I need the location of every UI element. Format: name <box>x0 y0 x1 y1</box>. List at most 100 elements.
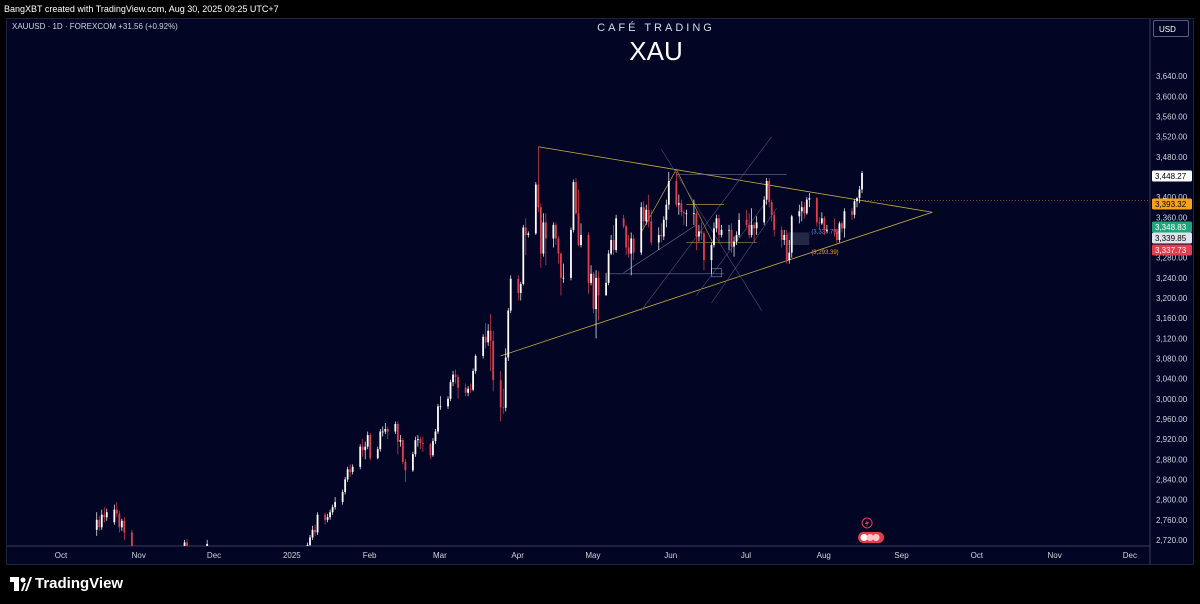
candlestick-chart[interactable]: (3,333.73) (3,293.39) 3,640.00 3,600.00 3,5… <box>7 19 1193 564</box>
candle-body <box>437 406 439 432</box>
y-tick-label: 3,000.00 <box>1156 395 1188 404</box>
candle-body <box>331 507 334 513</box>
candle-body <box>773 214 776 230</box>
candle-body <box>818 222 821 224</box>
watermark-title: XAU <box>629 36 683 66</box>
event-markers[interactable] <box>858 517 885 543</box>
candle-body <box>366 435 369 447</box>
candle-body <box>680 203 683 213</box>
candle-body <box>555 224 557 239</box>
candle-body <box>783 234 786 240</box>
candle-body <box>118 513 121 528</box>
candle-body <box>349 469 352 472</box>
price-tag: 3,393.32 <box>1152 198 1192 210</box>
candle-body <box>472 371 475 390</box>
candle-body <box>457 377 459 388</box>
y-tick-label: 3,040.00 <box>1156 375 1188 384</box>
y-tick-label: 3,640.00 <box>1156 72 1188 81</box>
candle-body <box>560 253 562 278</box>
price-tag: 3,339.85 <box>1152 232 1192 244</box>
candle-body <box>841 223 843 229</box>
candle-body <box>361 446 364 451</box>
x-tick-label: Mar <box>433 551 447 560</box>
price-tag: 3,337.73 <box>1152 244 1192 256</box>
price-tag: 3,348.83 <box>1152 221 1192 233</box>
candle-body <box>788 252 791 261</box>
candle-body <box>524 227 527 235</box>
candle-body <box>627 247 630 254</box>
candle-body <box>715 218 718 229</box>
candle-body <box>557 238 560 254</box>
y-tick-label: 2,720.00 <box>1156 536 1188 545</box>
candle-body <box>432 441 434 456</box>
price-tag-box <box>1152 232 1192 244</box>
candle-body <box>306 544 309 546</box>
candle-body <box>434 431 437 442</box>
candle-body <box>597 277 600 296</box>
candle-body <box>504 357 507 408</box>
candle-body <box>542 222 545 254</box>
x-tick-label: Oct <box>971 551 984 560</box>
triangle-lower-line <box>500 211 933 357</box>
candle-body <box>605 282 607 296</box>
candle-body <box>419 439 422 444</box>
y-tick-label: 2,760.00 <box>1156 516 1188 525</box>
candle-body <box>334 502 337 508</box>
candle-body <box>507 310 510 358</box>
drawing-line <box>676 169 715 246</box>
price-tag-label: 3,348.83 <box>1155 223 1187 232</box>
candle-body <box>123 520 126 533</box>
candle-body <box>552 224 555 239</box>
candle-body <box>667 181 670 205</box>
candle-body <box>580 234 582 246</box>
candle-body <box>805 199 808 214</box>
candle-body <box>798 211 801 217</box>
price-tag-box <box>1152 198 1192 210</box>
chart-pane[interactable]: (3,333.73) (3,293.39) 3,640.00 3,600.00 3,5… <box>6 18 1194 565</box>
lightning-event-icon <box>861 517 873 529</box>
x-tick-label: May <box>585 551 600 560</box>
candle-body <box>755 222 758 229</box>
candle-body <box>364 446 367 451</box>
candle-body <box>519 283 522 293</box>
candle-body <box>570 229 572 278</box>
candle-body <box>590 273 592 283</box>
price-tag: 3,448.27 <box>1152 170 1192 182</box>
candle-body <box>384 429 387 432</box>
currency-selector[interactable]: USD <box>1153 20 1189 37</box>
symbol-legend[interactable]: XAUUSD · 1D · FOREXCOM +31.56 (+0.92%) <box>12 22 178 31</box>
candle-body <box>113 509 116 523</box>
candle-body <box>482 336 485 356</box>
candle-body <box>95 519 98 530</box>
candle-body <box>544 222 547 239</box>
candle-body <box>728 229 730 231</box>
candle-body <box>130 532 133 546</box>
candle-body <box>808 198 811 200</box>
x-tick-label: Nov <box>132 551 146 560</box>
x-tick-label: Aug <box>817 551 831 560</box>
candle-body <box>710 245 713 261</box>
candle-body <box>539 207 542 254</box>
candle-body <box>615 218 618 251</box>
us-flag-icon <box>860 534 868 541</box>
candle-body <box>622 218 625 227</box>
candle-body <box>815 198 818 223</box>
candle-body <box>780 229 783 240</box>
candle-body <box>738 219 740 235</box>
candle-body <box>311 529 314 538</box>
symbol-change: +31.56 (+0.92%) <box>118 22 178 31</box>
candle-body <box>562 277 565 279</box>
candle-body <box>856 198 858 202</box>
y-tick-label: 3,480.00 <box>1156 153 1188 162</box>
candle-body <box>695 213 698 237</box>
candle-body <box>768 181 771 203</box>
tradingview-brand: TradingView <box>35 575 124 592</box>
candle-body <box>790 216 793 253</box>
triangle-upper-line <box>538 146 933 213</box>
y-tick-label: 2,960.00 <box>1156 415 1188 424</box>
x-tick-label: Feb <box>363 551 377 560</box>
candle-body <box>502 407 505 409</box>
candle-body <box>499 380 502 408</box>
candle-body <box>838 223 841 240</box>
candle-body <box>610 239 613 254</box>
